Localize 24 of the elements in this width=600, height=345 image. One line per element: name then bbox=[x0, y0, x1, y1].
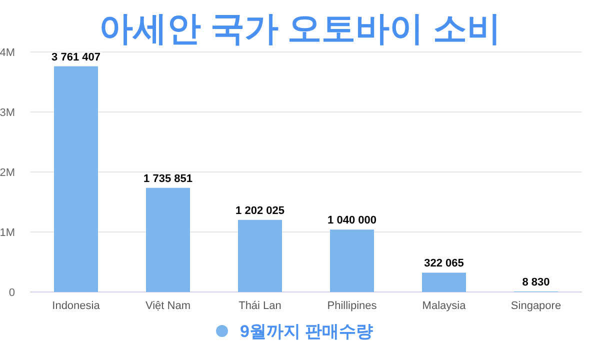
y-tick-label: 4M bbox=[0, 47, 15, 59]
data-label: 3 761 407 bbox=[52, 51, 100, 64]
data-label: 8 830 bbox=[522, 276, 550, 288]
chart-title: 아세안 국가 오토바이 소비 bbox=[98, 10, 502, 48]
x-tick-label: Việt Nam bbox=[145, 300, 191, 312]
bar bbox=[54, 66, 98, 292]
bar bbox=[422, 272, 466, 292]
data-label: 1 735 851 bbox=[144, 172, 192, 185]
y-tick-label: 1M bbox=[0, 227, 15, 239]
bar bbox=[238, 220, 282, 292]
x-tick-label: Phillipines bbox=[327, 300, 378, 312]
y-tick-label: 2M bbox=[0, 167, 15, 179]
x-tick-label: Malaysia bbox=[422, 300, 467, 312]
legend-label: 9월까지 판매수량 bbox=[240, 322, 374, 341]
data-label: 1 202 025 bbox=[236, 204, 284, 217]
x-tick-label: Thái Lan bbox=[238, 300, 282, 312]
y-tick-label: 3M bbox=[0, 107, 15, 119]
y-tick-label: 0 bbox=[8, 287, 15, 299]
bar bbox=[330, 230, 374, 292]
x-tick-label: Indonesia bbox=[52, 300, 101, 312]
data-label: 1 040 000 bbox=[328, 214, 376, 227]
bar bbox=[146, 188, 190, 292]
x-tick-label: Singapore bbox=[510, 300, 562, 312]
data-label: 322 065 bbox=[424, 258, 464, 270]
